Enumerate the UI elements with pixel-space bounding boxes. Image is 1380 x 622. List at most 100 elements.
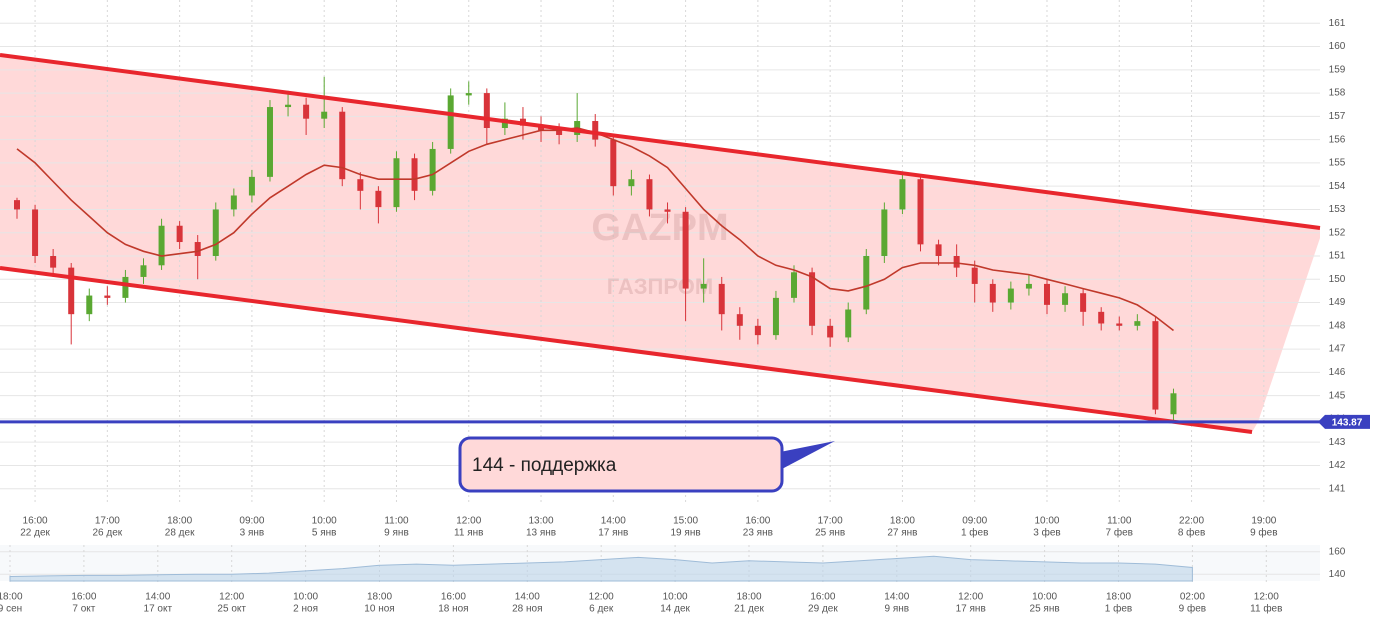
- candle-body: [1062, 293, 1069, 305]
- x-tick-label: 9 янв: [885, 604, 910, 615]
- candle-body: [863, 255, 870, 310]
- candle-body: [592, 121, 599, 140]
- x-tick-label: 1 фев: [961, 527, 988, 539]
- y-tick-label: 159: [1329, 64, 1346, 75]
- candle-body: [86, 295, 93, 315]
- candle-body: [483, 93, 490, 128]
- x-tick-label: 18:00: [890, 516, 915, 527]
- y-tick-label: 152: [1329, 227, 1346, 238]
- x-tick-label: 19:00: [1251, 516, 1276, 527]
- x-tick-label: 9 сен: [0, 604, 22, 615]
- x-tick-label: 28 ноя: [512, 604, 542, 615]
- x-tick-label: 10:00: [293, 592, 318, 603]
- x-tick-label: 16:00: [441, 592, 466, 603]
- candle-body: [935, 244, 942, 256]
- x-tick-label: 7 фев: [1106, 527, 1133, 539]
- x-tick-label: 14:00: [515, 592, 540, 603]
- candle-body: [321, 111, 328, 119]
- callout-pointer: [780, 441, 835, 470]
- x-tick-label: 14:00: [145, 592, 170, 603]
- x-tick-label: 25 янв: [815, 528, 845, 539]
- y-tick-label: 147: [1329, 344, 1346, 355]
- y-tick-label: 157: [1329, 111, 1346, 122]
- candle-body: [122, 276, 129, 298]
- y-tick-label: 141: [1329, 483, 1346, 494]
- x-tick-label: 21 дек: [734, 604, 764, 615]
- candle-body: [556, 130, 563, 135]
- candle-body: [266, 107, 273, 177]
- channel-lower: [0, 266, 1253, 434]
- candle-body: [357, 179, 364, 191]
- x-tick-label: 11 янв: [454, 528, 483, 539]
- x-tick-label: 17 янв: [956, 604, 986, 615]
- x-tick-label: 11:00: [384, 516, 409, 527]
- x-tick-label: 17 окт: [144, 604, 173, 615]
- candle-body: [682, 211, 689, 289]
- y-tick-label: 154: [1329, 181, 1346, 192]
- y-tick-label: 161: [1329, 18, 1346, 29]
- price-tag-label: 143.87: [1332, 418, 1363, 429]
- y-tick-label: 160: [1329, 546, 1346, 557]
- candle-body: [809, 272, 816, 326]
- x-tick-label: 23 янв: [743, 528, 773, 539]
- x-tick-label: 17 янв: [598, 528, 628, 539]
- x-tick-label: 3 фев: [1033, 527, 1060, 539]
- candle-body: [881, 209, 888, 256]
- candle-body: [989, 283, 996, 303]
- x-tick-label: 9 фев: [1179, 603, 1206, 615]
- annotation: 144 - поддержка: [472, 455, 617, 476]
- candle-body: [230, 195, 237, 210]
- x-tick-label: 29 дек: [808, 604, 838, 615]
- candle-body: [285, 104, 292, 108]
- x-tick-label: 12:00: [456, 516, 481, 527]
- x-tick-label: 2 ноя: [293, 604, 318, 615]
- candle-body: [429, 148, 436, 191]
- candle-body: [899, 179, 906, 210]
- y-tick-label: 145: [1329, 390, 1346, 401]
- x-tick-label: 12:00: [589, 592, 614, 603]
- x-tick-label: 10:00: [1032, 592, 1057, 603]
- candle-body: [14, 200, 20, 210]
- x-tick-label: 25 янв: [1030, 604, 1060, 615]
- x-tick-label: 27 янв: [887, 528, 917, 539]
- candle-body: [447, 95, 454, 149]
- y-tick-label: 140: [1329, 569, 1346, 580]
- candle-body: [248, 176, 255, 196]
- candle-body: [917, 179, 924, 245]
- y-tick-label: 148: [1329, 320, 1346, 331]
- candle-body: [1080, 293, 1087, 312]
- x-tick-label: 13 янв: [526, 528, 556, 539]
- candle-body: [68, 267, 75, 315]
- candle-body: [1007, 288, 1014, 303]
- candle-body: [1098, 311, 1105, 324]
- y-tick-label: 153: [1329, 204, 1346, 215]
- y-tick-label: 150: [1329, 274, 1346, 285]
- y-tick-label: 142: [1329, 460, 1346, 471]
- x-tick-label: 10 ноя: [364, 604, 394, 615]
- y-tick-label: 155: [1329, 158, 1346, 169]
- x-tick-label: 16:00: [71, 592, 96, 603]
- x-tick-label: 6 дек: [589, 604, 614, 615]
- x-tick-label: 16:00: [810, 592, 835, 603]
- candle-body: [1043, 283, 1050, 305]
- candle-body: [1025, 283, 1032, 289]
- x-tick-label: 9 фев: [1250, 527, 1277, 539]
- x-tick-label: 17:00: [95, 516, 120, 527]
- candle-body: [194, 242, 201, 256]
- candle-body: [610, 139, 617, 187]
- y-tick-label: 156: [1329, 134, 1346, 145]
- candle-body: [664, 209, 671, 212]
- x-tick-label: 5 янв: [312, 528, 337, 539]
- x-tick-label: 16:00: [23, 516, 48, 527]
- candle-body: [1116, 323, 1123, 326]
- candle-body: [303, 104, 310, 119]
- y-tick-label: 146: [1329, 367, 1346, 378]
- x-tick-label: 10:00: [312, 516, 337, 527]
- x-tick-label: 3 янв: [240, 528, 265, 539]
- candle-body: [845, 309, 852, 338]
- x-tick-label: 10:00: [1034, 516, 1059, 527]
- candle-body: [339, 111, 346, 180]
- candle-body: [375, 190, 382, 208]
- candle-body: [754, 325, 761, 336]
- x-tick-label: 09:00: [962, 516, 987, 527]
